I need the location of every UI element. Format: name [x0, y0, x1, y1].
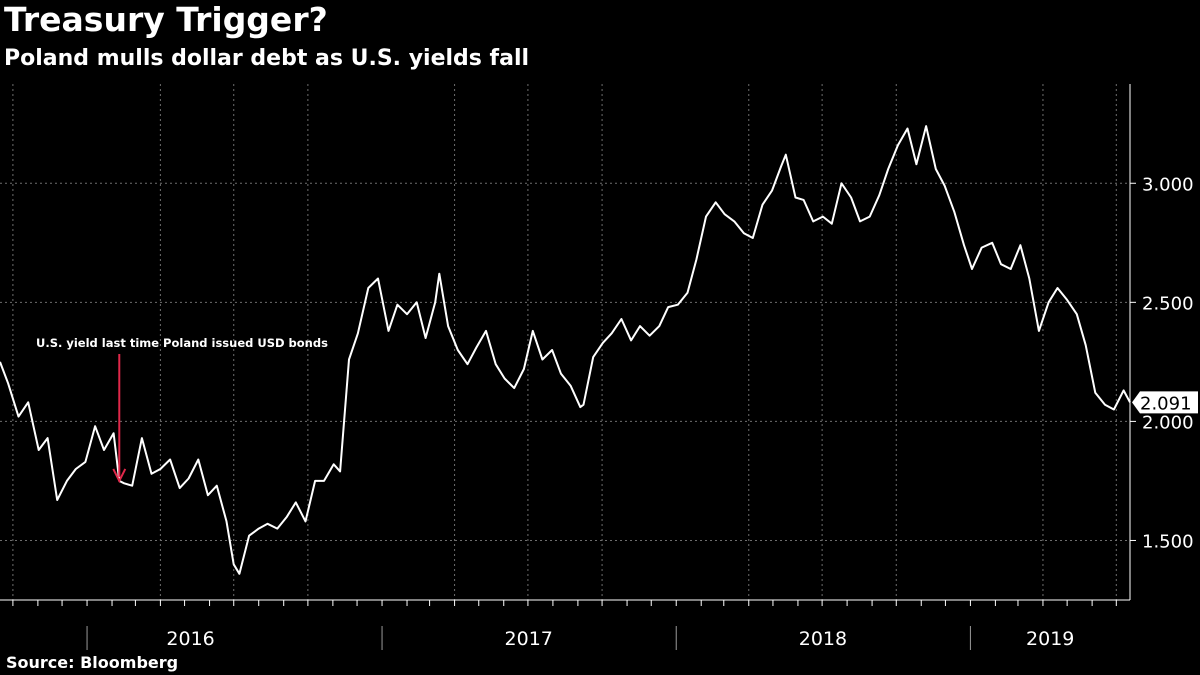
annotation-text: U.S. yield last time Poland issued USD b…	[36, 336, 328, 350]
annotation-arrow-head	[112, 468, 127, 484]
x-year-label: 2017	[505, 628, 553, 650]
y-tick-label: 3.000	[1142, 174, 1194, 195]
x-year-label: 2019	[1026, 628, 1074, 650]
x-year-label: 2016	[166, 628, 214, 650]
yield-series-line	[0, 125, 1131, 575]
chart-title: Treasury Trigger?	[4, 0, 328, 39]
chart-subtitle: Poland mulls dollar debt as U.S. yields …	[4, 46, 530, 71]
y-tick-label: 1.500	[1142, 531, 1194, 552]
last-value-label: 2.091	[1140, 393, 1192, 414]
y-tick-label: 2.000	[1142, 412, 1194, 433]
y-tick-label: 2.500	[1142, 293, 1194, 314]
axes: 1.500 2.000 2.500 3.000 2016 2017 2018 2019	[0, 84, 1194, 650]
last-value-layer: 2.091	[1132, 391, 1198, 414]
source-note: Source: Bloomberg	[6, 653, 179, 672]
x-year-label: 2018	[799, 628, 847, 650]
annotation-layer: U.S. yield last time Poland issued USD b…	[36, 336, 328, 484]
series-layer	[0, 125, 1131, 575]
last-value-box	[1132, 391, 1198, 414]
